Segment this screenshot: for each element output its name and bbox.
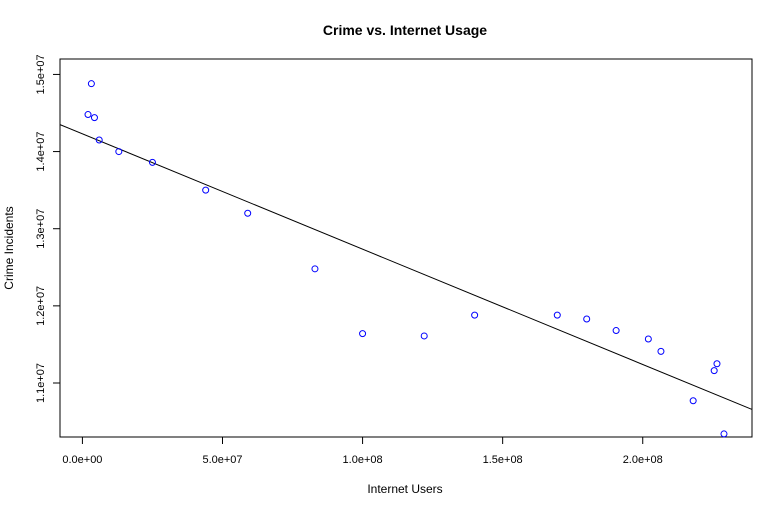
- data-point: [720, 430, 728, 438]
- y-tick-label: 1.4e+07: [35, 132, 47, 172]
- x-axis: 0.0e+00 5.0e+07 1.0e+08 1.5e+08 2.0e+08: [62, 436, 663, 466]
- data-point: [553, 311, 561, 319]
- y-tick-label: 1.5e+07: [35, 54, 47, 94]
- data-point: [311, 265, 319, 273]
- data-point: [148, 158, 156, 166]
- chart-title: Crime vs. Internet Usage: [323, 22, 487, 38]
- y-axis: 1.1e+07 1.2e+07 1.3e+07 1.4e+07 1.5e+07: [35, 54, 61, 403]
- data-point: [359, 330, 367, 338]
- y-tick-label: 1.2e+07: [35, 286, 47, 326]
- data-point: [115, 148, 123, 156]
- data-point: [612, 327, 620, 335]
- x-tick-label: 5.0e+07: [202, 454, 242, 466]
- data-point: [583, 315, 591, 323]
- data-point: [471, 311, 479, 319]
- data-point: [689, 397, 697, 405]
- data-point: [710, 367, 718, 375]
- x-tick-label: 1.0e+08: [343, 454, 383, 466]
- y-tick-label: 1.1e+07: [35, 363, 47, 403]
- x-tick-label: 1.5e+08: [483, 454, 523, 466]
- plot-frame: [59, 58, 753, 438]
- data-point: [713, 360, 721, 368]
- data-point: [644, 335, 652, 343]
- x-tick-label: 0.0e+00: [62, 454, 102, 466]
- data-point: [202, 186, 210, 194]
- y-tick-label: 1.3e+07: [35, 209, 47, 249]
- x-tick-label: 2.0e+08: [623, 454, 663, 466]
- x-axis-label: Internet Users: [367, 482, 442, 496]
- points-layer: [84, 80, 728, 438]
- data-point: [244, 209, 252, 217]
- data-point: [84, 111, 92, 119]
- data-point: [420, 332, 428, 340]
- y-axis-label: Crime Incidents: [2, 206, 16, 289]
- data-point: [657, 347, 665, 355]
- data-point: [87, 80, 95, 88]
- regression-line-layer: [59, 124, 753, 410]
- regression-line: [59, 124, 753, 410]
- data-point: [95, 136, 103, 144]
- data-point: [90, 114, 98, 122]
